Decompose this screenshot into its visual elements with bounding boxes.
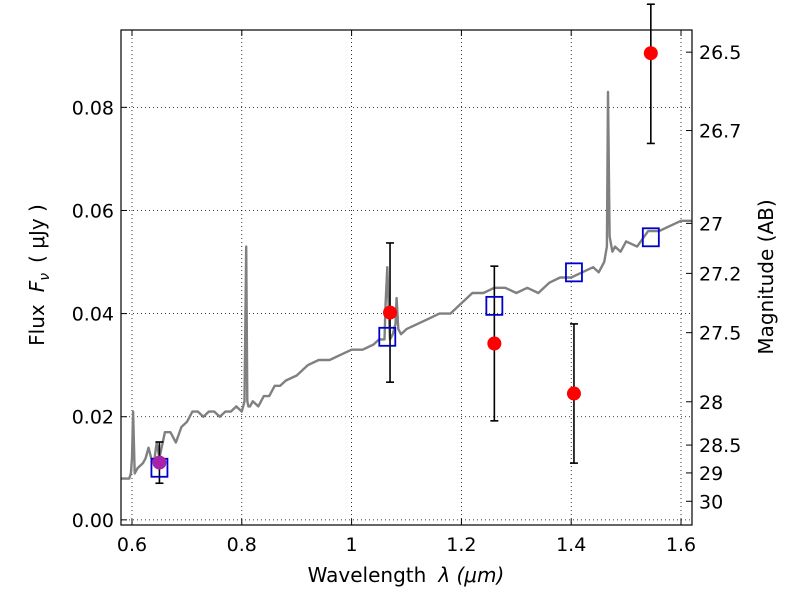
y2-tick-label: 26.5: [699, 42, 741, 64]
x-tick-label: 1.4: [556, 534, 586, 556]
model-square-point: [565, 262, 583, 283]
y-axis-label: FluxFν( μJy ): [25, 204, 53, 346]
model-square-point: [641, 227, 660, 248]
y2-tick-label: 28: [699, 392, 723, 414]
observed-flux-point: [383, 305, 398, 320]
y2-tick-label: 27.5: [699, 323, 741, 345]
y2-tick-label: 29: [699, 463, 723, 485]
y-tick-label: 0.06: [72, 200, 114, 222]
x-tick-label: 0.8: [227, 534, 257, 556]
y2-tick-label: 28.5: [699, 435, 741, 457]
y2-tick-label: 26.7: [699, 121, 741, 143]
observed-flux-point: [487, 336, 502, 351]
observed-flux-point: [643, 46, 658, 61]
x-tick-label: 0.6: [117, 534, 147, 556]
observed-flux-point: [566, 386, 581, 401]
y-tick-label: 0.00: [72, 510, 114, 532]
ticks: 0.6 0.8 1 1.2 1.4 1.6 0.00 0.02 0.04 0.06 0.08 26.5…: [72, 30, 741, 556]
error-bar: [646, 3, 655, 145]
x-axis-label: Wavelength λ (μm): [308, 563, 505, 587]
model-square-point: [485, 295, 504, 316]
model-square-point: [378, 326, 397, 347]
plot-frame: [120, 29, 693, 526]
y2-tick-label: 30: [699, 491, 723, 513]
observed-flux-point: [152, 455, 167, 470]
y-tick-label: 0.04: [72, 304, 114, 326]
y-tick-label: 0.08: [72, 97, 114, 119]
plot-area: [121, 3, 692, 485]
y2-tick-label: 27: [699, 213, 723, 235]
x-tick-label: 1: [346, 534, 358, 556]
y-tick-label: 0.02: [72, 407, 114, 429]
x-tick-label: 1.6: [666, 534, 696, 556]
spectrum-line: [121, 90, 692, 480]
y2-tick-label: 27.2: [699, 263, 741, 285]
y2-axis-label: Magnitude (AB): [754, 199, 778, 354]
x-tick-label: 1.2: [446, 534, 476, 556]
